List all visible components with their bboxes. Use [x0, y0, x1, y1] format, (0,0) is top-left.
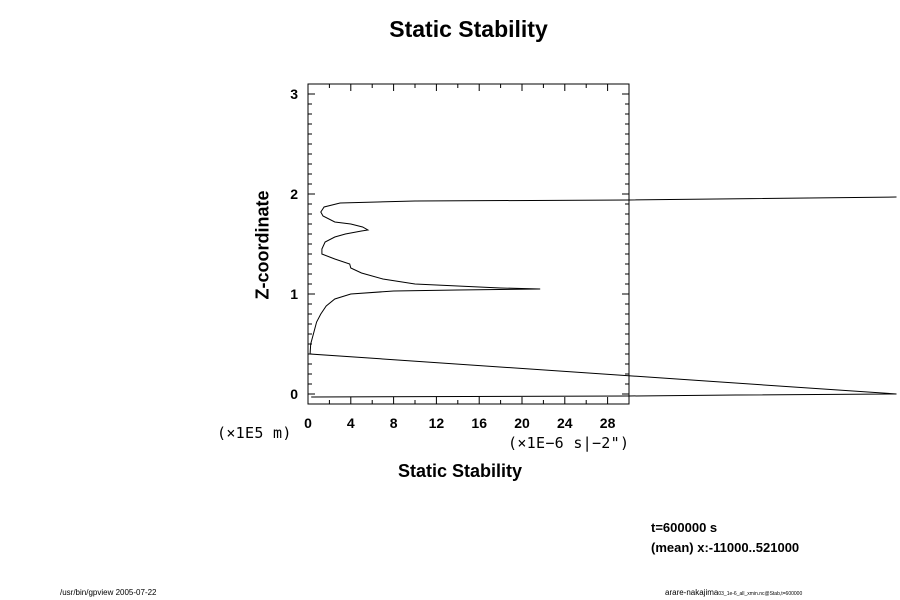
x-tick-label: 16 [471, 415, 487, 431]
footer-source-file: 03_1e-6_all_xmin.nc@Stab,t=600000 [718, 591, 803, 597]
x-tick-label: 24 [557, 415, 573, 431]
x-tick-label: 4 [347, 415, 355, 431]
footer-source: arare-nakajima03_1e-6_all_xmin.nc@Stab,t… [665, 588, 802, 597]
x-tick-label: 0 [304, 415, 312, 431]
y-axis-label: Z-coordinate [252, 190, 273, 300]
footer-source-main: arare-nakajima [665, 588, 719, 597]
mean-annotation: (mean) x:-11000..521000 [651, 540, 800, 555]
x-tick-label: 8 [390, 415, 398, 431]
plot-frame [307, 83, 630, 405]
y-tick-label: 3 [290, 86, 298, 102]
y-tick-label: 1 [290, 286, 298, 302]
time-annotation: t=600000 s [651, 520, 718, 535]
y-tick-label: 0 [290, 386, 298, 402]
series-line [309, 196, 897, 398]
footer-command: /usr/bin/gpview 2005-07-22 [60, 588, 157, 597]
axis-ticks [307, 83, 630, 405]
chart-title: Static Stability [389, 16, 548, 42]
y-tick-label: 2 [290, 186, 298, 202]
x-tick-label: 28 [600, 415, 616, 431]
x-tick-label: 20 [514, 415, 530, 431]
x-axis-label: Static Stability [398, 461, 523, 481]
x-axis-units: (×1E−6 s|−2") [508, 434, 630, 452]
y-axis-units: (×1E5 m) [217, 424, 292, 442]
x-tick-label: 12 [429, 415, 445, 431]
